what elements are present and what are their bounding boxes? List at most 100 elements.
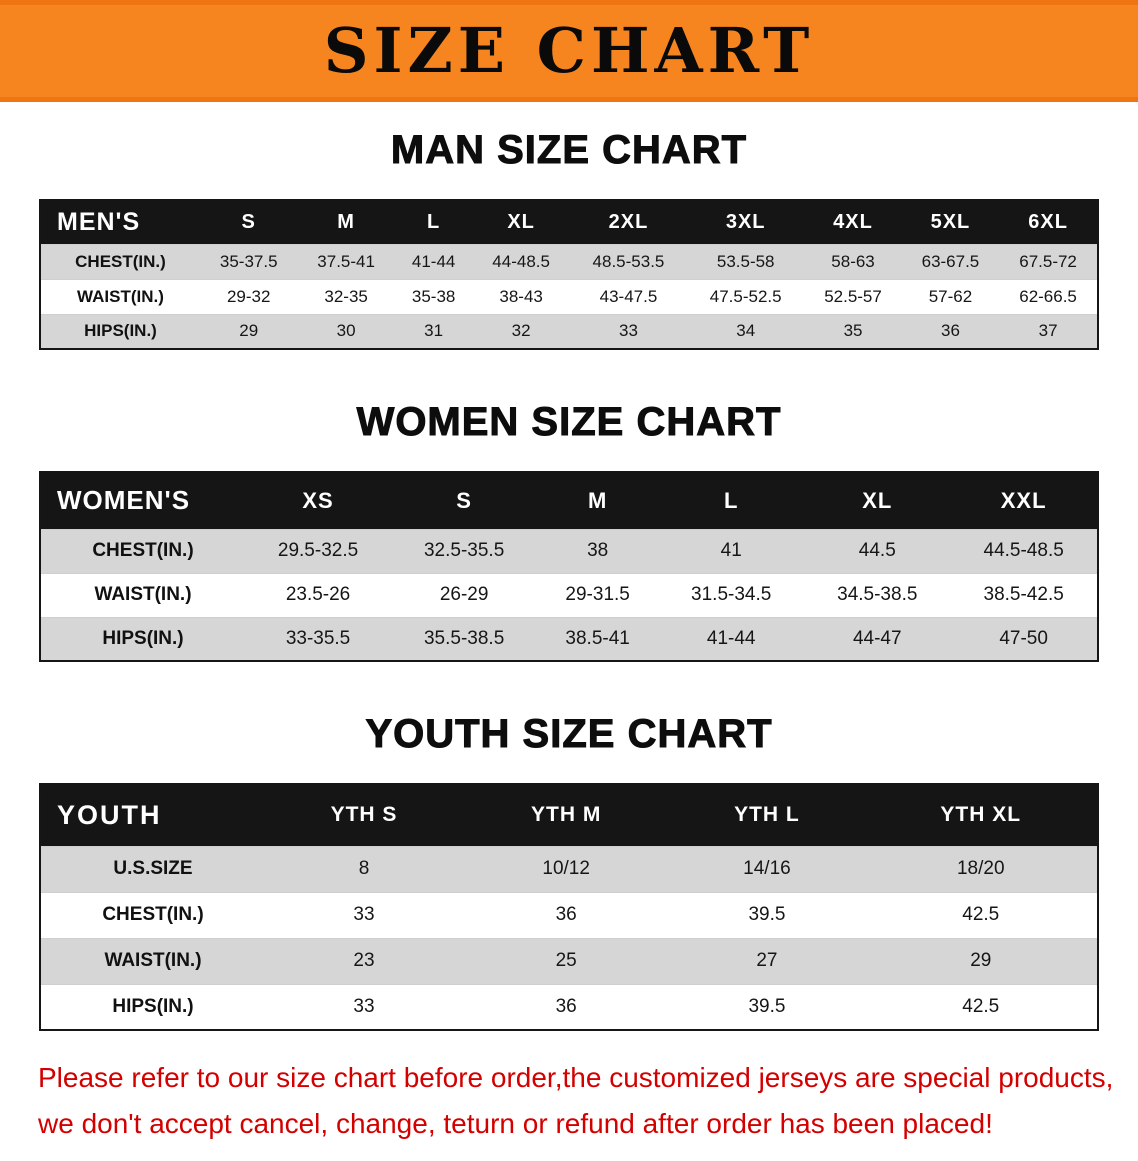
row-label: CHEST(IN.)	[92, 540, 194, 561]
size-cell: 29-31.5	[565, 584, 630, 605]
size-cell: 10/12	[542, 858, 590, 879]
column-header: L	[723, 487, 739, 513]
youth-size-chart-section: YOUTH SIZE CHART YOUTH YTH S YTH M YTH L YTH…	[0, 712, 1138, 1031]
size-cell: 35	[843, 321, 863, 341]
size-cell: 8	[358, 858, 370, 879]
row-label: U.S.SIZE	[113, 858, 193, 879]
size-cell: 42.5	[962, 995, 1000, 1017]
size-cell: 31.5-34.5	[691, 584, 772, 605]
size-cell: 36	[555, 904, 577, 925]
table-row: U.S.SIZE 8 10/12 14/16 18/20	[40, 846, 1098, 892]
size-cell: 57-62	[928, 286, 973, 306]
size-cell: 34.5-38.5	[837, 584, 918, 605]
table-row: CHEST(IN.) 29.5-32.5 32.5-35.5 38 41 44.5 44.5…	[40, 529, 1098, 573]
table-row: WAIST(IN.) 23 25 27 29	[40, 938, 1098, 984]
table-row: CHEST(IN.) 35-37.5 37.5-41 41-44 44-48.5 48.5…	[40, 244, 1098, 279]
row-label: WAIST(IN.)	[94, 584, 192, 605]
size-cell: 31	[424, 321, 444, 341]
size-cell: 37.5-41	[317, 251, 375, 271]
youth-size-table: YOUTH YTH S YTH M YTH L YTH XL U.S.SIZE 8 10/12…	[39, 783, 1099, 1031]
column-header: M	[587, 487, 608, 513]
column-header: YTH XL	[940, 803, 1022, 827]
row-label: HIPS(IN.)	[84, 321, 157, 341]
size-cell: 27	[756, 950, 778, 971]
row-label: CHEST(IN.)	[102, 904, 204, 925]
table-header-row: MEN'S S M L XL 2XL 3XL 4XL 5XL 6XL	[40, 200, 1098, 244]
size-cell: 32-35	[324, 286, 368, 306]
disclaimer-line-1: Please refer to our size chart before or…	[38, 1062, 1114, 1093]
women-size-chart-section: WOMEN SIZE CHART WOMEN'S XS S M L XL XXL CHEST(…	[0, 400, 1138, 662]
table-row: WAIST(IN.) 29-32 32-35 35-38 38-43 43-47.5 47.…	[40, 279, 1098, 314]
size-cell: 47.5-52.5	[709, 286, 782, 306]
size-cell: 44-47	[852, 627, 902, 649]
size-cell: 35-37.5	[219, 251, 278, 271]
column-header: XL	[507, 210, 535, 233]
size-cell: 35-38	[411, 286, 456, 306]
size-cell: 63-67.5	[921, 251, 980, 271]
size-cell: 44.5	[858, 540, 896, 561]
table-corner-label: YOUTH	[57, 799, 162, 830]
table-row: HIPS(IN.) 29 30 31 32 33 34 35 36 37	[40, 314, 1098, 349]
size-cell: 39.5	[748, 995, 786, 1017]
table-row: HIPS(IN.) 33 36 39.5 42.5	[40, 984, 1098, 1030]
size-cell: 36	[555, 995, 577, 1017]
man-size-chart-section: MAN SIZE CHART MEN'S S M L XL 2XL 3XL 4XL 5XL 6XL…	[0, 128, 1138, 350]
size-cell: 67.5-72	[1019, 251, 1077, 271]
size-cell: 23.5-26	[285, 584, 351, 605]
column-header: 2XL	[608, 210, 649, 233]
column-header: S	[241, 210, 256, 233]
size-cell: 62-66.5	[1019, 286, 1077, 306]
size-cell: 38-43	[499, 286, 543, 306]
column-header: S	[456, 487, 472, 513]
size-cell: 32	[511, 321, 531, 341]
column-header: YTH M	[531, 803, 602, 827]
size-cell: 41	[720, 540, 742, 561]
column-header: M	[337, 210, 355, 233]
table-header-row: WOMEN'S XS S M L XL XXL	[40, 472, 1098, 529]
column-header: 5XL	[930, 210, 971, 233]
size-cell: 41-44	[411, 251, 456, 271]
size-charts-main: MAN SIZE CHART MEN'S S M L XL 2XL 3XL 4XL 5XL 6XL…	[0, 128, 1138, 1031]
size-cell: 53.5-58	[716, 251, 775, 271]
column-header: YTH S	[330, 803, 398, 827]
size-cell: 29	[970, 950, 992, 971]
size-cell: 29.5-32.5	[277, 540, 359, 561]
table-header-row: YOUTH YTH S YTH M YTH L YTH XL	[40, 784, 1098, 846]
size-cell: 33	[353, 904, 375, 925]
size-cell: 38	[587, 540, 609, 561]
size-cell: 41-44	[706, 627, 756, 649]
size-cell: 32.5-35.5	[423, 540, 505, 561]
row-label: HIPS(IN.)	[112, 995, 194, 1017]
table-row: CHEST(IN.) 33 36 39.5 42.5	[40, 892, 1098, 938]
column-header: XXL	[1000, 487, 1047, 513]
size-cell: 26-29	[439, 584, 489, 605]
size-cell: 33	[619, 321, 638, 341]
row-label: CHEST(IN.)	[75, 251, 166, 271]
page-title: SIZE CHART	[323, 14, 815, 87]
size-cell: 43-47.5	[599, 286, 658, 306]
column-header: L	[427, 210, 441, 233]
table-corner-label: MEN'S	[57, 207, 141, 236]
women-size-chart-heading: WOMEN SIZE CHART	[356, 400, 782, 445]
column-header: XS	[302, 487, 334, 513]
column-header: YTH L	[734, 803, 800, 827]
youth-size-chart-heading: YOUTH SIZE CHART	[365, 712, 773, 757]
size-cell: 36	[940, 321, 960, 341]
size-cell: 33	[353, 995, 375, 1017]
size-cell: 38.5-42.5	[983, 584, 1064, 605]
size-cell: 30	[336, 321, 356, 341]
size-cell: 18/20	[956, 858, 1005, 879]
table-row: WAIST(IN.) 23.5-26 26-29 29-31.5 31.5-34.5 34…	[40, 573, 1098, 617]
table-row: HIPS(IN.) 33-35.5 35.5-38.5 38.5-41 41-44 44-…	[40, 617, 1098, 661]
size-cell: 39.5	[748, 904, 786, 925]
size-cell: 48.5-53.5	[592, 251, 665, 271]
size-cell: 44.5-48.5	[983, 540, 1064, 561]
size-cell: 58-63	[831, 251, 875, 271]
disclaimer: Please refer to our size chart before or…	[0, 1055, 1138, 1161]
size-cell: 52.5-57	[824, 286, 882, 306]
column-header: 6XL	[1028, 210, 1068, 233]
size-cell: 33-35.5	[285, 627, 351, 649]
size-cell: 23	[353, 950, 375, 971]
column-header: 3XL	[725, 210, 766, 233]
row-label: WAIST(IN.)	[104, 950, 202, 971]
